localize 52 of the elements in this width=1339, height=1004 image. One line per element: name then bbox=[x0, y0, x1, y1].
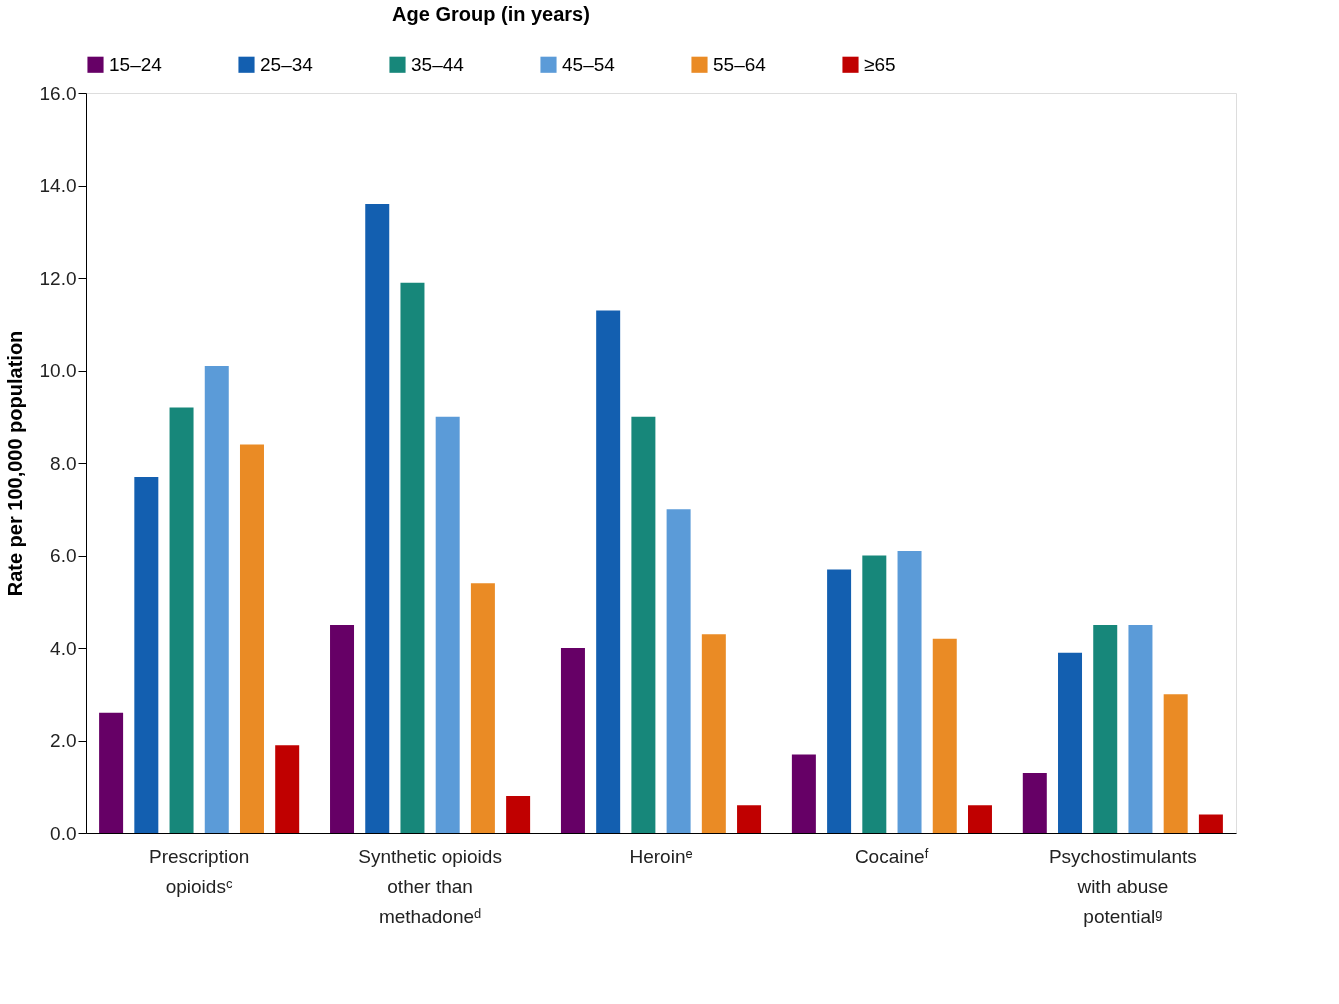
bar bbox=[666, 509, 691, 833]
bar bbox=[596, 310, 621, 833]
y-tick-label: 10.0 bbox=[39, 360, 77, 381]
bar bbox=[737, 805, 762, 833]
x-tick-label: Cocaineᶠ bbox=[854, 845, 929, 867]
legend-label: 55–64 bbox=[713, 53, 767, 75]
bar bbox=[701, 634, 726, 833]
bar bbox=[134, 476, 159, 833]
bar bbox=[1163, 694, 1188, 833]
legend-label: 25–34 bbox=[260, 53, 314, 75]
bar bbox=[204, 365, 229, 833]
y-tick-label: 8.0 bbox=[50, 452, 77, 474]
bar bbox=[330, 624, 355, 833]
x-tick-label: Psychostimulants with abuse potentialᵍ bbox=[1048, 845, 1197, 927]
bar bbox=[560, 648, 585, 833]
bar bbox=[169, 407, 194, 833]
y-tick-label: 0.0 bbox=[50, 822, 77, 844]
bar bbox=[631, 416, 656, 833]
bar bbox=[506, 796, 531, 833]
x-tick-label: Prescription opioidsᶜ bbox=[148, 845, 250, 897]
bar bbox=[1128, 624, 1153, 833]
bar bbox=[365, 204, 390, 833]
bar bbox=[827, 569, 852, 833]
y-tick-label: 2.0 bbox=[50, 730, 77, 751]
bar bbox=[967, 805, 992, 833]
bar bbox=[1058, 652, 1083, 833]
y-tick-label: 6.0 bbox=[50, 545, 77, 566]
bar bbox=[239, 444, 264, 833]
bar bbox=[400, 282, 425, 833]
x-tick-label: Heroinᵉ bbox=[629, 845, 693, 867]
legend-label: 15–24 bbox=[109, 53, 163, 75]
y-tick-label: 4.0 bbox=[50, 637, 77, 659]
legend-label: 45–54 bbox=[562, 53, 616, 75]
x-tick-label: Synthetic opioids other than methadoneᵈ bbox=[358, 845, 502, 927]
y-tick-label: 12.0 bbox=[39, 267, 77, 289]
y-tick-label: 14.0 bbox=[39, 175, 77, 196]
bar bbox=[791, 754, 816, 833]
bar bbox=[932, 638, 957, 833]
legend-label: 35–44 bbox=[411, 53, 465, 75]
y-tick-label: 16.0 bbox=[39, 82, 77, 104]
bar bbox=[1198, 814, 1223, 833]
legend-label: ≥65 bbox=[864, 53, 896, 75]
bar bbox=[1093, 624, 1118, 833]
bar bbox=[897, 550, 922, 833]
y-axis-title: Rate per 100,000 population bbox=[3, 330, 26, 597]
bar bbox=[470, 583, 495, 833]
bar bbox=[435, 416, 460, 833]
bar bbox=[1022, 772, 1047, 833]
bar bbox=[99, 712, 124, 833]
bar bbox=[275, 745, 300, 833]
bar bbox=[862, 555, 887, 833]
legend-title: Age Group (in years) bbox=[392, 3, 590, 25]
